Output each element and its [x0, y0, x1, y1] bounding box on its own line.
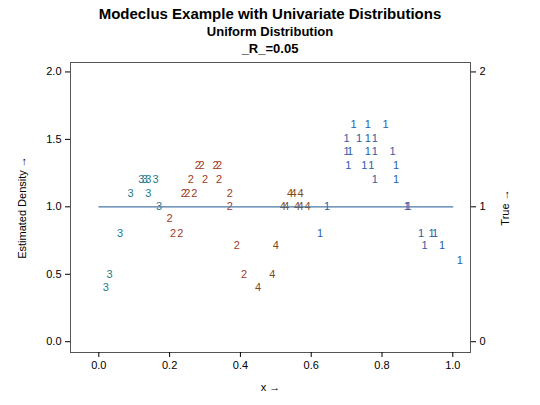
svg-text:4: 4 — [298, 187, 304, 199]
svg-text:1: 1 — [344, 132, 350, 144]
svg-text:2: 2 — [216, 159, 222, 171]
svg-text:1: 1 — [390, 145, 396, 157]
svg-text:1.0: 1.0 — [46, 200, 61, 212]
svg-text:3: 3 — [106, 268, 112, 280]
svg-text:0.5: 0.5 — [46, 268, 61, 280]
svg-text:0.0: 0.0 — [91, 359, 106, 371]
svg-text:1: 1 — [365, 118, 371, 130]
svg-text:1: 1 — [372, 132, 378, 144]
svg-text:1: 1 — [457, 254, 463, 266]
html-text:4 4: 4 4 — [283, 200, 301, 213]
svg-text:2: 2 — [184, 187, 190, 199]
svg-text:1: 1 — [347, 145, 353, 157]
svg-text:2: 2 — [234, 239, 240, 251]
svg-text:2: 2 — [170, 227, 176, 239]
svg-text:1: 1 — [393, 173, 399, 185]
svg-text:4: 4 — [273, 239, 279, 251]
svg-text:2: 2 — [216, 173, 222, 185]
svg-text:True →: True → — [499, 189, 511, 225]
svg-text:1: 1 — [393, 159, 399, 171]
svg-text:1: 1 — [361, 159, 367, 171]
svg-text:4: 4 — [269, 268, 275, 280]
svg-text:3: 3 — [152, 173, 158, 185]
svg-text:1: 1 — [372, 173, 378, 185]
html-text:4 4: 4 4 — [297, 200, 311, 213]
svg-text:4: 4 — [290, 187, 296, 199]
svg-text:2.0: 2.0 — [46, 65, 61, 77]
svg-text:2: 2 — [241, 268, 247, 280]
svg-text:1: 1 — [372, 145, 378, 157]
svg-text:1: 1 — [432, 227, 438, 239]
svg-text:4: 4 — [255, 281, 261, 293]
svg-text:2: 2 — [480, 65, 486, 77]
svg-text:1: 1 — [351, 118, 357, 130]
svg-text:0.4: 0.4 — [233, 359, 248, 371]
svg-text:1: 1 — [345, 159, 351, 171]
svg-text:2: 2 — [198, 159, 204, 171]
svg-text:1: 1 — [317, 227, 323, 239]
svg-text:2: 2 — [191, 187, 197, 199]
svg-text:1: 1 — [368, 159, 374, 171]
svg-text:1.5: 1.5 — [46, 133, 61, 145]
svg-text:Estimated Density →: Estimated Density → — [16, 156, 28, 259]
svg-text:3: 3 — [117, 227, 123, 239]
svg-text:1: 1 — [418, 227, 424, 239]
svg-text:2: 2 — [167, 212, 173, 224]
svg-text:1: 1 — [480, 200, 486, 212]
svg-text:3: 3 — [155, 200, 163, 213]
svg-text:3: 3 — [145, 187, 151, 199]
svg-text:3: 3 — [145, 173, 151, 185]
svg-text:2: 2 — [226, 200, 233, 213]
svg-text:1: 1 — [324, 200, 331, 213]
html-text:Uniform Distribution: Uniform Distribution — [206, 24, 334, 39]
svg-text:2: 2 — [227, 187, 233, 199]
svg-text:1: 1 — [439, 239, 445, 251]
svg-text:0.6: 0.6 — [304, 359, 319, 371]
svg-text:1: 1 — [365, 145, 371, 157]
html-text:Modeclus Example with Univaria: Modeclus Example with Univariate Distrib… — [98, 5, 442, 22]
svg-text:2: 2 — [177, 227, 183, 239]
svg-text:3: 3 — [128, 187, 134, 199]
svg-text:1: 1 — [356, 132, 362, 144]
svg-text:1: 1 — [382, 118, 388, 130]
svg-text:0.8: 0.8 — [374, 359, 389, 371]
svg-text:3: 3 — [103, 281, 109, 293]
svg-text:1: 1 — [365, 132, 371, 144]
svg-text:1.0: 1.0 — [445, 359, 460, 371]
svg-text:0: 0 — [480, 335, 486, 347]
svg-text:0.0: 0.0 — [46, 335, 61, 347]
svg-text:0.2: 0.2 — [162, 359, 177, 371]
svg-text:2: 2 — [188, 173, 194, 185]
html-text:_R_=0.05: _R_=0.05 — [241, 41, 299, 56]
svg-text:x →: x → — [261, 381, 281, 393]
svg-text:2: 2 — [202, 173, 208, 185]
svg-text:1: 1 — [421, 239, 427, 251]
